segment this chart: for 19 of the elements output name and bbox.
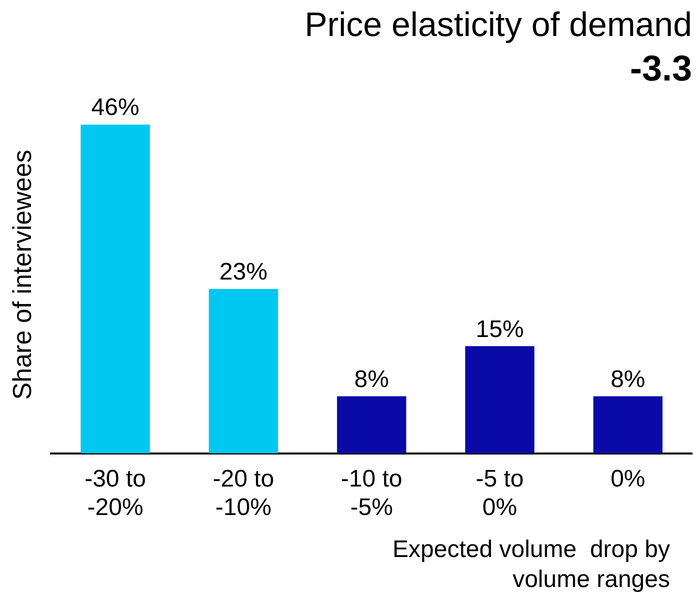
data-label: 8% [610,366,646,393]
data-label: 8% [354,366,389,393]
bar [80,124,150,454]
data-label: 46% [91,94,140,122]
y-axis-title: Share of interviewees [6,150,37,400]
data-label: 15% [476,316,524,343]
x-tick-label: 0% [610,465,646,492]
chart-title: Price elasticity of demand [304,6,692,44]
x-tick-label: -5 to 0% [476,465,524,522]
data-label: 23% [219,258,268,286]
bar [336,396,406,454]
x-tick-label: -20 to -10% [212,465,274,522]
x-axis-title: Expected volume drop by volume ranges [392,535,670,595]
bar [465,346,534,454]
chart-subtitle: -3.3 [630,47,692,88]
x-tick-label: -30 to -20% [84,465,146,522]
bar [208,288,278,454]
bar [593,396,663,454]
x-tick-label: -10 to -5% [340,465,402,522]
